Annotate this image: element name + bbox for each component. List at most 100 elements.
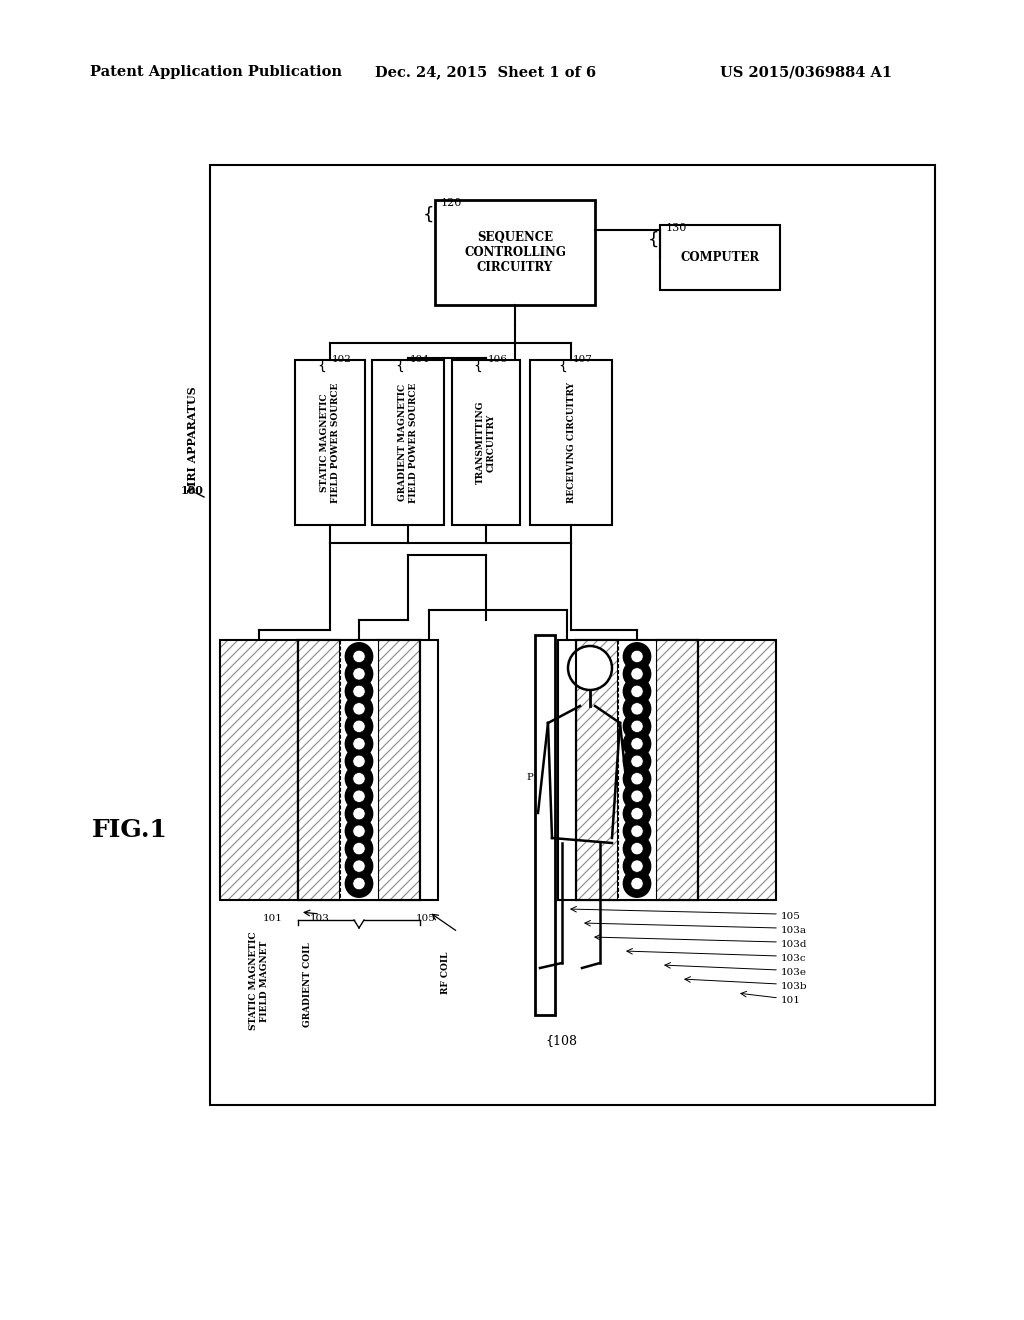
Text: 103: 103 [310, 913, 330, 923]
Circle shape [353, 702, 366, 715]
Circle shape [624, 836, 650, 862]
Bar [575, 640, 618, 900]
Text: 104: 104 [410, 355, 430, 364]
Bar [618, 640, 656, 900]
Circle shape [624, 800, 650, 828]
Text: GRADIENT MAGNETIC
FIELD POWER SOURCE: GRADIENT MAGNETIC FIELD POWER SOURCE [398, 383, 418, 503]
Bar [298, 640, 420, 900]
Circle shape [345, 643, 373, 671]
Circle shape [345, 836, 373, 862]
Circle shape [345, 817, 373, 845]
Circle shape [631, 825, 643, 837]
Circle shape [568, 645, 612, 690]
Circle shape [345, 800, 373, 828]
Text: 107: 107 [573, 355, 593, 364]
Circle shape [624, 730, 650, 758]
Text: $\{$: $\{$ [647, 228, 658, 248]
Bar [575, 640, 698, 900]
Bar [298, 640, 340, 900]
Text: STATIC MAGNETIC
FIELD MAGNET: STATIC MAGNETIC FIELD MAGNET [249, 932, 268, 1031]
Circle shape [631, 685, 643, 697]
Bar [660, 224, 780, 290]
Circle shape [353, 755, 366, 767]
Text: 102: 102 [332, 355, 352, 364]
Bar [298, 640, 420, 900]
Circle shape [353, 791, 366, 803]
Bar [535, 635, 555, 1015]
Text: 106: 106 [488, 355, 508, 364]
Circle shape [353, 878, 366, 890]
Bar [435, 201, 595, 305]
Bar [656, 640, 698, 900]
Bar [298, 640, 340, 900]
Bar [420, 640, 438, 900]
Circle shape [624, 853, 650, 880]
Circle shape [631, 859, 643, 873]
Text: 120: 120 [441, 198, 463, 209]
Text: COMPUTER: COMPUTER [680, 251, 760, 264]
Text: $\{$: $\{$ [473, 358, 482, 375]
Text: US 2015/0369884 A1: US 2015/0369884 A1 [720, 65, 892, 79]
Circle shape [353, 738, 366, 750]
Circle shape [345, 660, 373, 688]
Bar [575, 640, 618, 900]
Text: RF COIL: RF COIL [441, 952, 450, 994]
Circle shape [353, 842, 366, 855]
Bar [340, 640, 378, 900]
Circle shape [353, 808, 366, 820]
Text: Dec. 24, 2015  Sheet 1 of 6: Dec. 24, 2015 Sheet 1 of 6 [375, 65, 596, 79]
Bar [210, 165, 935, 1105]
Bar [530, 360, 612, 525]
Circle shape [631, 651, 643, 663]
Circle shape [345, 677, 373, 705]
Text: $\{$: $\{$ [316, 358, 326, 375]
Text: MRI APPARATUS: MRI APPARATUS [186, 387, 198, 494]
Circle shape [624, 696, 650, 722]
Text: FIG.1: FIG.1 [92, 818, 168, 842]
Text: $\{$: $\{$ [558, 358, 567, 375]
Circle shape [631, 791, 643, 803]
Circle shape [631, 702, 643, 715]
Circle shape [353, 825, 366, 837]
Text: $\{$: $\{$ [395, 358, 404, 375]
Text: 105: 105 [781, 912, 801, 921]
Circle shape [345, 853, 373, 880]
Circle shape [624, 677, 650, 705]
Bar [220, 640, 298, 900]
Circle shape [345, 730, 373, 758]
Circle shape [631, 842, 643, 855]
Circle shape [345, 696, 373, 722]
Circle shape [353, 685, 366, 697]
Circle shape [624, 817, 650, 845]
Circle shape [631, 878, 643, 890]
Text: P: P [526, 774, 534, 783]
Circle shape [353, 651, 366, 663]
Bar [295, 360, 365, 525]
Bar [452, 360, 520, 525]
Text: 103b: 103b [781, 982, 808, 991]
Text: 105: 105 [416, 913, 436, 923]
Circle shape [631, 808, 643, 820]
Bar [378, 640, 420, 900]
Text: $\{$: $\{$ [422, 205, 433, 223]
Circle shape [624, 713, 650, 741]
Circle shape [631, 721, 643, 733]
Text: 103e: 103e [781, 968, 807, 977]
Circle shape [631, 772, 643, 785]
Bar [378, 640, 420, 900]
Circle shape [345, 870, 373, 898]
Circle shape [353, 859, 366, 873]
Text: 101: 101 [263, 913, 283, 923]
Text: RECEIVING CIRCUITRY: RECEIVING CIRCUITRY [566, 381, 575, 503]
Circle shape [631, 755, 643, 767]
Circle shape [631, 738, 643, 750]
Bar [575, 640, 698, 900]
Text: STATIC MAGNETIC
FIELD POWER SOURCE: STATIC MAGNETIC FIELD POWER SOURCE [321, 383, 340, 503]
Text: SEQUENCE
CONTROLLING
CIRCUITRY: SEQUENCE CONTROLLING CIRCUITRY [464, 231, 566, 275]
Circle shape [353, 772, 366, 785]
Text: 103a: 103a [781, 927, 807, 935]
Text: 103c: 103c [781, 954, 807, 964]
Text: 103d: 103d [781, 940, 808, 949]
Circle shape [624, 747, 650, 775]
Text: GRADIENT COIL: GRADIENT COIL [303, 942, 312, 1027]
